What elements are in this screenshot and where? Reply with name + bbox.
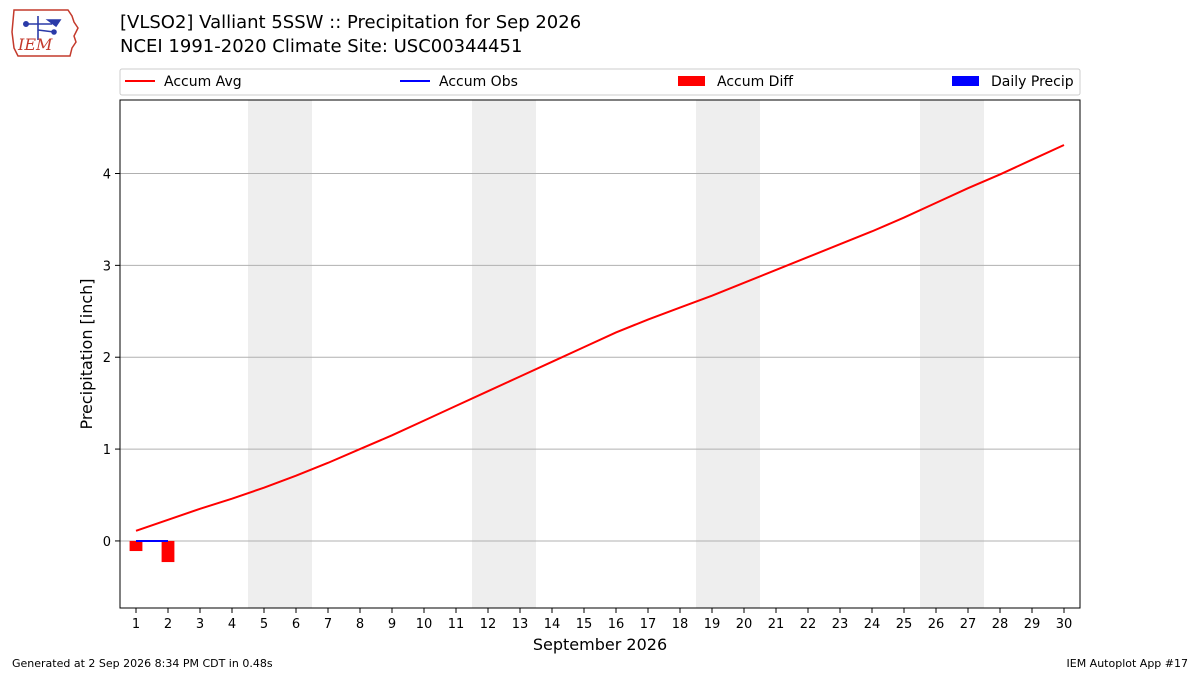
weather-station-icon — [23, 16, 62, 40]
x-tick-label: 6 — [292, 617, 300, 632]
legend-item: Accum Avg — [125, 74, 242, 90]
legend-label: Daily Precip — [991, 74, 1074, 90]
x-tick-label: 24 — [864, 617, 881, 632]
accum-avg-line — [135, 144, 1065, 532]
x-tick-label: 13 — [512, 617, 529, 632]
accum-diff-bar — [161, 540, 175, 563]
x-tick-label: 15 — [576, 617, 593, 632]
x-tick-label: 11 — [448, 617, 465, 632]
legend-label: Accum Obs — [439, 74, 518, 90]
logo-text: IEM — [17, 35, 53, 54]
x-tick-label: 5 — [260, 617, 268, 632]
legend-item: Accum Obs — [400, 74, 518, 90]
iem-logo: IEM — [11, 9, 79, 57]
legend-label: Accum Avg — [164, 74, 242, 90]
accum-diff-bar — [129, 540, 143, 552]
x-tick-label: 28 — [992, 617, 1009, 632]
x-tick-label: 4 — [228, 617, 236, 632]
legend-swatch-bar — [952, 76, 979, 86]
x-tick-label: 20 — [736, 617, 753, 632]
x-tick-label: 21 — [768, 617, 785, 632]
x-axis-ticks: 1 2 3 4 5 6 7 8 9 10 11 12 13 14 15 16 17 18 19 20 21 22 23 24 2… — [132, 608, 1072, 632]
chart-title: [VLSO2] Valliant 5SSW :: Precipitation f… — [120, 12, 582, 33]
x-tick-label: 30 — [1056, 617, 1073, 632]
weekend-shade-day-26 — [920, 100, 952, 608]
legend-swatch-bar — [678, 76, 705, 86]
iowa-outline-icon — [11, 9, 79, 57]
y-tick-label: 2 — [103, 351, 111, 366]
legend-item: Accum Diff — [678, 74, 793, 90]
weekend-shade-day-13 — [504, 100, 536, 608]
generated-timestamp: Generated at 2 Sep 2026 8:34 PM CDT in 0… — [12, 657, 273, 670]
weekend-shade-day-19 — [696, 100, 728, 608]
plot-frame — [119, 99, 1081, 609]
weekend-shade-day-12 — [472, 100, 504, 608]
x-tick-label: 1 — [132, 617, 140, 632]
x-tick-label: 10 — [416, 617, 433, 632]
x-tick-label: 26 — [928, 617, 945, 632]
x-tick-label: 16 — [608, 617, 625, 632]
y-tick-label: 0 — [103, 535, 111, 550]
series-lines — [135, 144, 1065, 542]
x-tick-label: 17 — [640, 617, 657, 632]
legend-box — [119, 68, 1081, 96]
x-tick-label: 25 — [896, 617, 913, 632]
x-tick-label: 2 — [164, 617, 172, 632]
weekend-shade-day-5 — [248, 100, 280, 608]
x-axis-label: September 2026 — [533, 635, 667, 654]
legend: Accum Avg Accum Obs Accum Diff Daily Precip — [119, 68, 1081, 96]
weekend-shade-day-20 — [728, 100, 760, 608]
weekend-shading — [248, 100, 984, 608]
y-axis-label: Precipitation [inch] — [77, 278, 96, 429]
y-tick-label: 1 — [103, 443, 111, 458]
y-tick-label: 4 — [103, 167, 111, 182]
x-tick-label: 27 — [960, 617, 977, 632]
x-tick-label: 23 — [832, 617, 849, 632]
y-tick-label: 3 — [103, 259, 111, 274]
weekend-shade-day-27 — [952, 100, 984, 608]
app-label: IEM Autoplot App #17 — [1066, 657, 1189, 670]
x-tick-label: 7 — [324, 617, 332, 632]
chart-subtitle: NCEI 1991-2020 Climate Site: USC00344451 — [120, 36, 523, 57]
x-tick-label: 8 — [356, 617, 364, 632]
x-tick-label: 18 — [672, 617, 689, 632]
grid-lines — [120, 172, 1080, 542]
y-axis-ticks: 0 1 2 3 4 — [103, 167, 120, 550]
x-tick-label: 19 — [704, 617, 721, 632]
x-tick-label: 12 — [480, 617, 497, 632]
x-tick-label: 3 — [196, 617, 204, 632]
legend-item: Daily Precip — [952, 74, 1074, 90]
weekend-shade-day-6 — [280, 100, 312, 608]
x-tick-label: 22 — [800, 617, 817, 632]
accum-diff-bars — [129, 540, 175, 563]
x-tick-label: 14 — [544, 617, 561, 632]
legend-label: Accum Diff — [717, 74, 793, 90]
x-tick-label: 29 — [1024, 617, 1041, 632]
x-tick-label: 9 — [388, 617, 396, 632]
